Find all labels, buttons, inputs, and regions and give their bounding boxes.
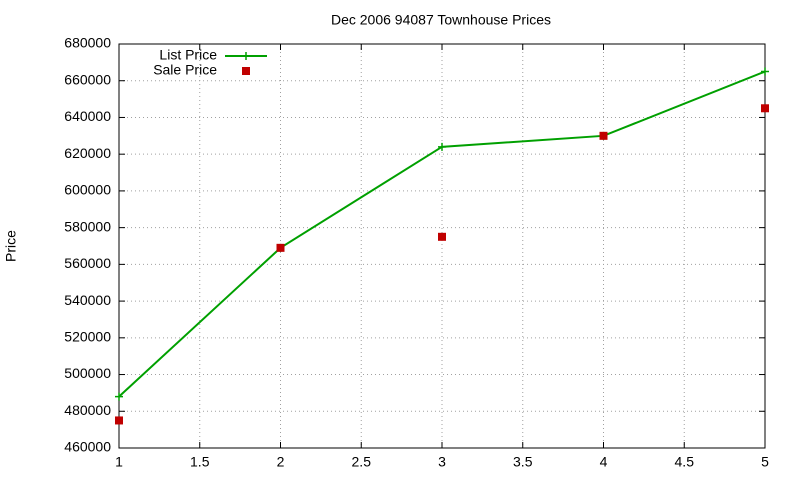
y-tick-label: 540000 (64, 292, 111, 308)
data-point (761, 67, 769, 76)
data-point (438, 142, 446, 151)
chart-title: Dec 2006 94087 Townhouse Prices (331, 12, 551, 28)
x-tick-label: 4.5 (675, 454, 695, 470)
y-tick-label: 460000 (64, 439, 111, 455)
y-tick-label: 680000 (64, 35, 111, 51)
legend-marker (242, 52, 250, 60)
plot-frame (118, 43, 766, 449)
y-tick-label: 560000 (64, 255, 111, 271)
y-tick-label: 520000 (64, 329, 111, 345)
x-tick-label: 3 (438, 454, 446, 470)
x-tick-label: 4 (600, 454, 608, 470)
y-tick-label: 500000 (64, 365, 111, 381)
data-point (438, 232, 446, 241)
data-point (115, 416, 123, 425)
x-tick-label: 5 (761, 454, 769, 470)
y-tick-label: 580000 (64, 218, 111, 234)
data-point (276, 243, 285, 252)
y-tick-label: 640000 (64, 108, 111, 124)
y-axis-label: Price (3, 230, 19, 262)
y-tick-label: 600000 (64, 182, 111, 198)
x-tick-label: 3.5 (513, 454, 533, 470)
data-point (115, 392, 123, 401)
legend-label: Sale Price (153, 62, 217, 78)
y-tick-label: 620000 (64, 145, 111, 161)
x-tick-label: 1.5 (190, 454, 210, 470)
data-point (599, 131, 608, 140)
x-tick-label: 1 (115, 454, 123, 470)
y-tick-label: 480000 (64, 402, 111, 418)
legend-label: List Price (159, 47, 217, 63)
legend-marker (242, 67, 250, 75)
x-tick-label: 2 (277, 454, 285, 470)
x-tick-label: 2.5 (352, 454, 372, 470)
y-tick-label: 660000 (64, 71, 111, 87)
data-point (761, 104, 769, 113)
